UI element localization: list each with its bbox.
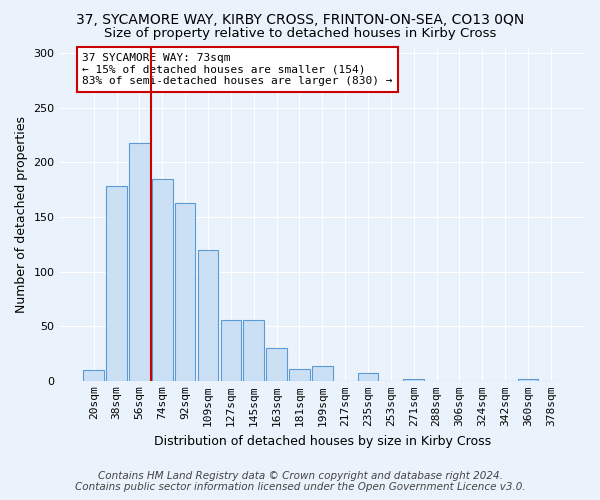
Bar xyxy=(403,378,424,381)
Bar xyxy=(175,202,196,381)
Bar xyxy=(106,186,127,381)
Bar xyxy=(518,378,538,381)
Text: 37, SYCAMORE WAY, KIRBY CROSS, FRINTON-ON-SEA, CO13 0QN: 37, SYCAMORE WAY, KIRBY CROSS, FRINTON-O… xyxy=(76,12,524,26)
Bar xyxy=(83,370,104,381)
Bar xyxy=(221,320,241,381)
Bar xyxy=(289,369,310,381)
Y-axis label: Number of detached properties: Number of detached properties xyxy=(15,116,28,312)
Bar xyxy=(152,178,173,381)
Text: Size of property relative to detached houses in Kirby Cross: Size of property relative to detached ho… xyxy=(104,28,496,40)
Bar xyxy=(312,366,332,381)
Text: Contains HM Land Registry data © Crown copyright and database right 2024.
Contai: Contains HM Land Registry data © Crown c… xyxy=(74,471,526,492)
Bar xyxy=(244,320,264,381)
Bar xyxy=(198,250,218,381)
X-axis label: Distribution of detached houses by size in Kirby Cross: Distribution of detached houses by size … xyxy=(154,434,491,448)
Bar xyxy=(266,348,287,381)
Bar xyxy=(129,142,150,381)
Text: 37 SYCAMORE WAY: 73sqm
← 15% of detached houses are smaller (154)
83% of semi-de: 37 SYCAMORE WAY: 73sqm ← 15% of detached… xyxy=(82,53,393,86)
Bar xyxy=(358,373,378,381)
